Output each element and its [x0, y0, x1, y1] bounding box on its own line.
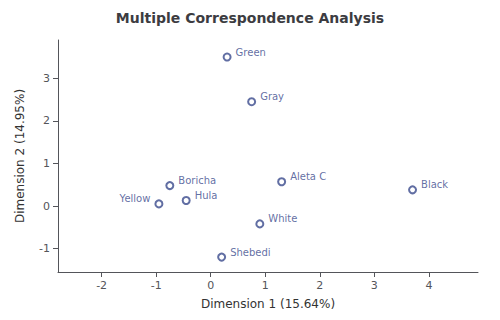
svg-text:Shebedi: Shebedi	[230, 247, 270, 258]
svg-text:Hula: Hula	[195, 190, 218, 201]
svg-text:White: White	[268, 213, 297, 224]
svg-text:2: 2	[316, 279, 323, 292]
svg-text:Gray: Gray	[260, 91, 284, 102]
svg-text:Yellow: Yellow	[119, 193, 151, 204]
svg-text:3: 3	[371, 279, 378, 292]
svg-text:Green: Green	[236, 47, 266, 58]
svg-text:Multiple Correspondence Analys: Multiple Correspondence Analysis	[116, 10, 384, 26]
svg-text:4: 4	[425, 279, 432, 292]
svg-text:Aleta C: Aleta C	[290, 171, 326, 182]
svg-text:Dimension 2 (14.95%): Dimension 2 (14.95%)	[13, 89, 27, 223]
svg-text:-1: -1	[39, 242, 50, 255]
svg-text:3: 3	[43, 72, 50, 85]
svg-text:0: 0	[207, 279, 214, 292]
svg-text:-1: -1	[151, 279, 162, 292]
svg-text:2: 2	[43, 114, 50, 127]
svg-text:0: 0	[43, 200, 50, 213]
svg-text:1: 1	[262, 279, 269, 292]
svg-text:Boricha: Boricha	[178, 175, 216, 186]
svg-text:-2: -2	[96, 279, 107, 292]
svg-text:Black: Black	[421, 179, 448, 190]
svg-text:1: 1	[43, 157, 50, 170]
svg-text:Dimension 1 (15.64%): Dimension 1 (15.64%)	[201, 297, 335, 311]
